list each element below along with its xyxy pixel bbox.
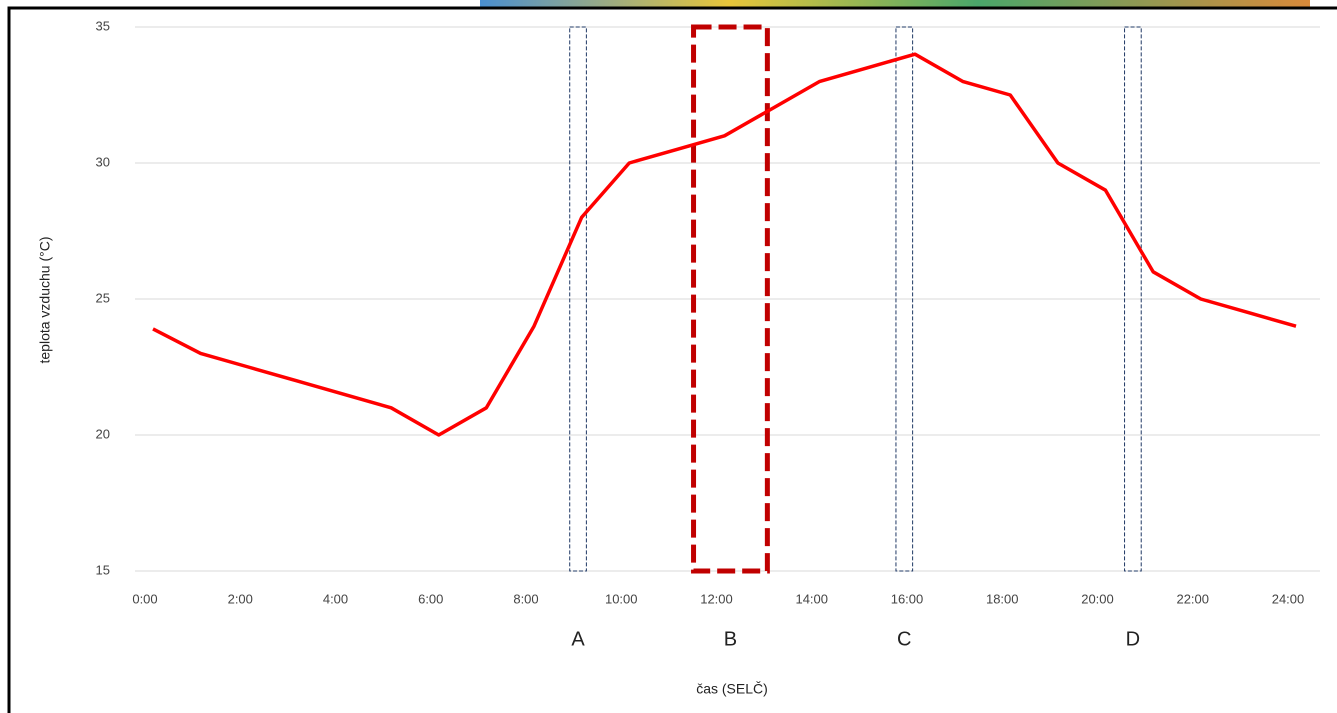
x-tick-label: 16:00 — [891, 591, 924, 606]
highlight-label: B — [724, 628, 737, 650]
x-tick-label: 22:00 — [1176, 591, 1209, 606]
x-tick-label: 14:00 — [795, 591, 828, 606]
x-tick-label: 18:00 — [986, 591, 1019, 606]
highlight-label: D — [1126, 628, 1140, 650]
y-tick-label: 25 — [96, 290, 110, 305]
x-tick-label: 4:00 — [323, 591, 348, 606]
frame — [9, 8, 1337, 713]
x-tick-label: 8:00 — [513, 591, 538, 606]
x-tick-label: 20:00 — [1081, 591, 1114, 606]
x-tick-label: 0:00 — [132, 591, 157, 606]
highlight-label: C — [897, 628, 911, 650]
y-tick-label: 15 — [96, 562, 110, 577]
x-tick-label: 24:00 — [1272, 591, 1305, 606]
x-tick-label: 10:00 — [605, 591, 638, 606]
x-tick-label: 6:00 — [418, 591, 443, 606]
image-strip — [480, 0, 1310, 7]
y-tick-label: 30 — [96, 154, 110, 169]
y-tick-label: 20 — [96, 426, 110, 441]
highlight-label: A — [571, 628, 585, 650]
y-axis-title: teplota vzduchu (°C) — [37, 237, 53, 364]
x-tick-label: 12:00 — [700, 591, 733, 606]
x-axis-title: čas (SELČ) — [696, 681, 768, 697]
chart: čas (SELČ) teplota vzduchu (°C) 15 20 25 30… — [0, 0, 1337, 713]
x-tick-label: 2:00 — [228, 591, 253, 606]
y-tick-label: 35 — [96, 18, 110, 33]
